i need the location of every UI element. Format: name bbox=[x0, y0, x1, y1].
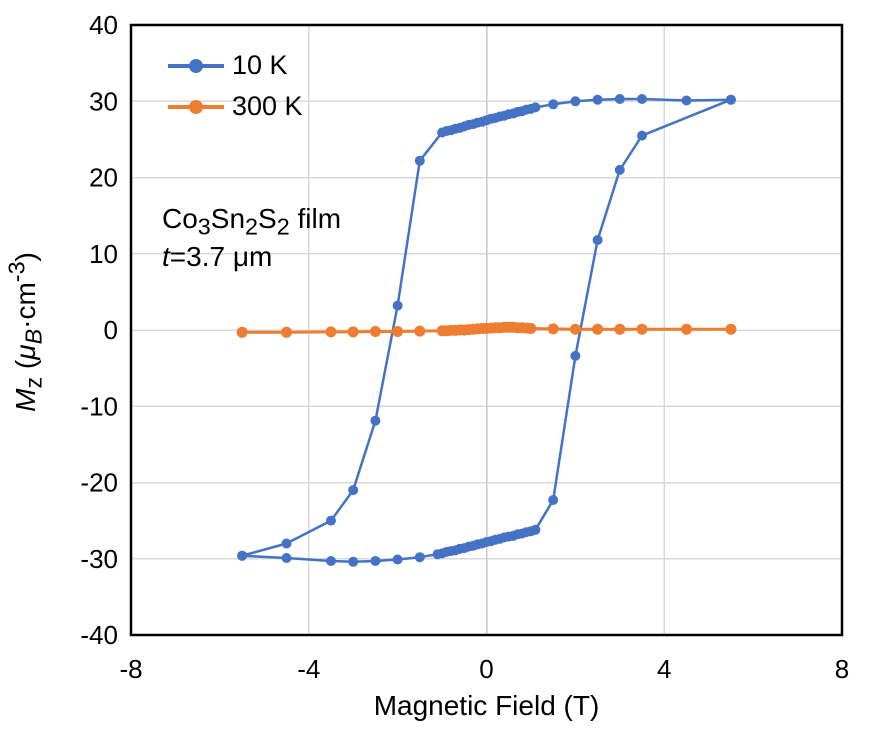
x-tick-label: 0 bbox=[479, 654, 493, 684]
series-10k bbox=[237, 94, 736, 567]
annotation-thickness: t=3.7 μm bbox=[162, 241, 273, 272]
y-tick-label: -30 bbox=[80, 544, 118, 574]
x-tick-label: 8 bbox=[835, 654, 849, 684]
y-axis-title: Mz (μB·cm-3) bbox=[3, 252, 47, 412]
x-axis-title: Magnetic Field (T) bbox=[373, 690, 600, 721]
y-tick-label: 40 bbox=[89, 10, 118, 40]
x-tick-label: -4 bbox=[297, 654, 320, 684]
y-tick-label: 0 bbox=[104, 315, 118, 345]
annotation-compound-name: Co3Sn2S2 film bbox=[162, 203, 342, 240]
legend-entry-10k: 10 K bbox=[167, 45, 303, 86]
series-300k bbox=[236, 321, 737, 338]
y-tick-label: 10 bbox=[89, 239, 118, 269]
sample-annotation: Co3Sn2S2 film t=3.7 μm bbox=[162, 200, 341, 276]
x-tick-label: -8 bbox=[119, 654, 142, 684]
legend-label-300k: 300 K bbox=[232, 91, 303, 121]
y-tick-label: -10 bbox=[80, 391, 118, 421]
plot-frame bbox=[129, 23, 844, 637]
legend-marker-300k-icon bbox=[168, 99, 224, 114]
y-tick-label: -40 bbox=[80, 620, 118, 650]
legend: 10 K 300 K bbox=[167, 45, 303, 127]
y-tick-label: -20 bbox=[80, 468, 118, 498]
y-tick-label: 20 bbox=[89, 163, 118, 193]
y-tick-label: 30 bbox=[89, 86, 118, 116]
legend-entry-300k: 300 K bbox=[167, 86, 303, 127]
legend-label-10k: 10 K bbox=[232, 50, 288, 80]
x-tick-label: 4 bbox=[657, 654, 671, 684]
legend-marker-10k-icon bbox=[168, 58, 224, 73]
